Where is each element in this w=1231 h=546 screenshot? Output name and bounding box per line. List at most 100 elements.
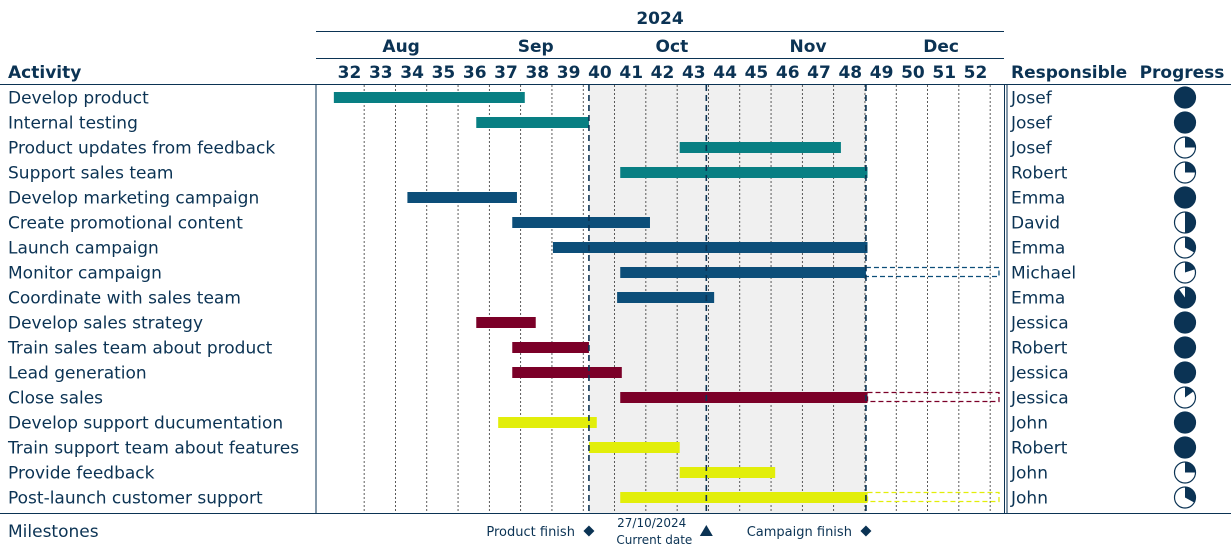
- activity-name: Launch campaign: [8, 239, 159, 259]
- activity-name: Monitor campaign: [8, 264, 162, 284]
- week-label: 48: [838, 63, 862, 83]
- milestones-label: Milestones: [8, 522, 99, 542]
- activity-bar: [588, 442, 680, 453]
- responsible-name: Robert: [1011, 164, 1068, 184]
- activity-name: Develop sales strategy: [8, 314, 203, 334]
- week-label: 33: [369, 63, 393, 83]
- responsible-name: Jessica: [1010, 364, 1069, 384]
- progress-fill: [1174, 437, 1196, 458]
- week-label: 35: [432, 63, 456, 83]
- progress-fill: [1185, 262, 1195, 273]
- progress-fill: [1174, 337, 1196, 358]
- progress-fill: [1174, 412, 1196, 433]
- week-label: 42: [651, 63, 675, 83]
- week-label: 40: [588, 63, 612, 83]
- activity-bar: [552, 242, 868, 253]
- responsible-name: Michael: [1011, 264, 1076, 284]
- week-label: 49: [870, 63, 894, 83]
- milestone-diamond-icon: [860, 525, 872, 537]
- progress-fill: [1185, 462, 1196, 473]
- milestone-triangle-icon: [699, 525, 713, 536]
- responsible-name: John: [1010, 489, 1048, 509]
- responsible-name: Jessica: [1010, 314, 1069, 334]
- progress-fill: [1185, 237, 1196, 253]
- activity-name: Coordinate with sales team: [8, 289, 241, 309]
- responsible-name: John: [1010, 464, 1048, 484]
- week-label: 46: [776, 63, 800, 83]
- milestone-label: 27/10/2024: [617, 516, 686, 530]
- milestone-label: Product finish: [486, 525, 575, 540]
- responsible-name: Josef: [1010, 139, 1053, 159]
- activity-bar-extension: [866, 391, 1000, 403]
- activity-bar: [620, 392, 868, 403]
- activity-name: Create promotional content: [8, 214, 243, 234]
- activity-name: Provide feedback: [8, 464, 155, 484]
- activity-name: Develop marketing campaign: [8, 189, 259, 209]
- activity-bar: [679, 142, 841, 153]
- activity-bar: [512, 367, 622, 378]
- activity-name: Product updates from feedback: [8, 139, 275, 159]
- activity-header: Activity: [8, 63, 81, 83]
- responsible-header: Responsible: [1011, 63, 1127, 83]
- activity-bar: [617, 292, 715, 303]
- responsible-name: Emma: [1011, 189, 1065, 209]
- progress-fill: [1174, 287, 1196, 309]
- year-label: 2024: [636, 9, 683, 29]
- week-label: 44: [713, 63, 737, 83]
- progress-fill: [1174, 112, 1196, 133]
- week-label: 36: [463, 63, 487, 83]
- week-label: 39: [557, 63, 581, 83]
- activity-bar: [407, 192, 517, 203]
- responsible-name: Josef: [1010, 114, 1053, 134]
- progress-fill: [1185, 387, 1194, 398]
- week-label: 51: [932, 63, 956, 83]
- activity-name: Lead generation: [8, 364, 147, 384]
- activity-name: Train sales team about product: [7, 339, 273, 359]
- progress-header: Progress: [1140, 63, 1225, 83]
- activity-bar: [333, 92, 525, 103]
- activity-bar: [512, 342, 589, 353]
- activity-name: Close sales: [8, 389, 103, 409]
- week-label: 32: [338, 63, 362, 83]
- progress-fill: [1185, 487, 1196, 503]
- responsible-name: David: [1011, 214, 1060, 234]
- activity-bar: [476, 317, 536, 328]
- progress-fill: [1185, 212, 1196, 233]
- month-label: Aug: [382, 37, 419, 57]
- activity-bar: [476, 117, 589, 128]
- month-label: Oct: [656, 37, 689, 57]
- milestone-label: Campaign finish: [747, 525, 852, 540]
- month-label: Dec: [923, 37, 959, 57]
- activity-name: Post-launch customer support: [8, 489, 263, 509]
- progress-fill: [1174, 312, 1196, 333]
- activity-bar: [620, 167, 868, 178]
- responsible-name: Emma: [1011, 289, 1065, 309]
- week-label: 38: [525, 63, 549, 83]
- activity-bar-extension: [865, 266, 1000, 278]
- week-label: 52: [964, 63, 988, 83]
- responsible-name: Josef: [1010, 89, 1053, 109]
- responsible-name: Jessica: [1010, 389, 1069, 409]
- month-label: Sep: [518, 37, 554, 57]
- responsible-name: Emma: [1011, 239, 1065, 259]
- month-label: Nov: [790, 37, 827, 57]
- progress-fill: [1185, 137, 1196, 148]
- progress-fill: [1174, 87, 1196, 108]
- responsible-name: Robert: [1011, 339, 1068, 359]
- week-label: 47: [807, 63, 831, 83]
- progress-fill: [1185, 162, 1196, 173]
- activity-name: Develop product: [8, 89, 149, 109]
- responsible-name: John: [1010, 414, 1048, 434]
- activity-name: Internal testing: [8, 114, 138, 134]
- activity-bar: [512, 217, 650, 228]
- activity-name: Train support team about features: [7, 439, 299, 459]
- activity-bar-extension: [866, 491, 1000, 503]
- week-label: 50: [901, 63, 925, 83]
- week-label: 45: [745, 63, 769, 83]
- responsible-name: Robert: [1011, 439, 1068, 459]
- progress-fill: [1174, 362, 1196, 383]
- activity-bar: [679, 467, 776, 478]
- activity-bar: [620, 492, 868, 503]
- activity-name: Develop support ducumentation: [8, 414, 283, 434]
